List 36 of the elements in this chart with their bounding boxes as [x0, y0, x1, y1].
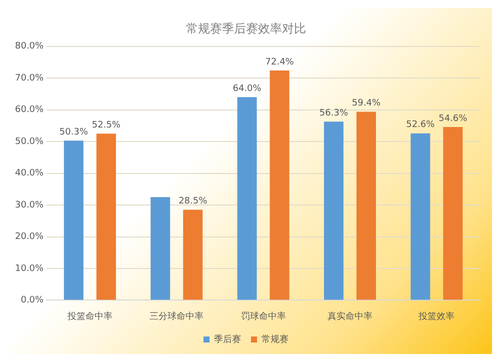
data-label: 52.6% — [406, 120, 436, 130]
y-tick-label: 50.0% — [14, 136, 44, 147]
y-tick-label: 80.0% — [14, 42, 44, 52]
data-label: 52.5% — [92, 120, 121, 130]
chart-title: 常规赛季后赛效率对比 — [186, 21, 306, 36]
data-label: 50.3% — [59, 127, 88, 138]
data-label: 59.4% — [352, 98, 381, 109]
bar — [64, 140, 84, 300]
y-tick-label: 70.0% — [14, 73, 44, 84]
data-label: 72.4% — [265, 57, 294, 68]
y-tick-label: 0.0% — [20, 296, 44, 306]
data-label: 54.6% — [438, 114, 468, 124]
bar — [324, 122, 344, 300]
bar — [183, 210, 203, 300]
x-tick-label: 真实命中率 — [327, 310, 372, 322]
x-tick-label: 罚球命中率 — [240, 310, 286, 322]
bar — [96, 134, 116, 300]
data-label: 56.3% — [319, 108, 348, 118]
legend-label: 季后赛 — [214, 334, 241, 345]
data-label: 64.0% — [232, 84, 262, 94]
bar — [443, 126, 463, 300]
legend-label: 常规赛 — [262, 334, 288, 345]
data-label: 28.5% — [178, 196, 208, 207]
y-tick-label: 20.0% — [14, 232, 44, 242]
x-tick-label: 三分球命中率 — [150, 310, 204, 322]
x-tick-label: 投篮效率 — [418, 310, 455, 322]
bar — [270, 70, 290, 300]
bar — [150, 197, 170, 300]
y-tick-label: 30.0% — [14, 200, 44, 210]
y-tick-label: 40.0% — [14, 168, 44, 179]
y-tick-label: 10.0% — [14, 264, 44, 274]
bar — [410, 133, 430, 300]
bar — [237, 97, 257, 300]
y-tick-label: 60.0% — [14, 105, 44, 116]
bar — [356, 112, 376, 300]
x-tick-label: 投篮命中率 — [66, 310, 112, 322]
